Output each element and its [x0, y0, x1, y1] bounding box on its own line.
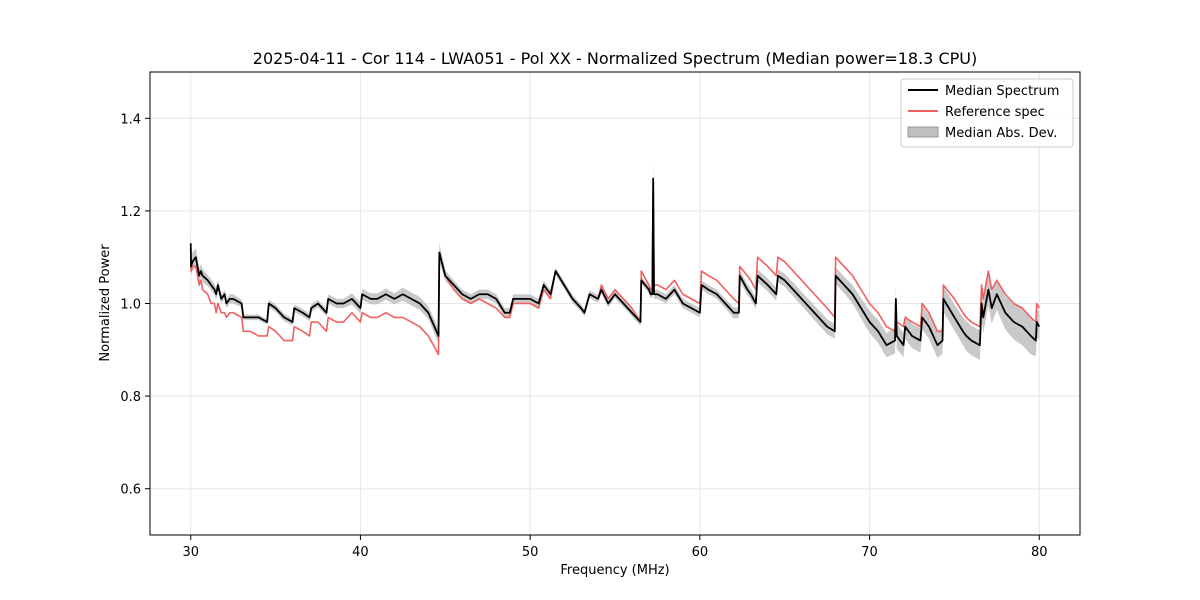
reference-spec-line: [189, 182, 1040, 356]
y-tick-label-1: 0.8: [120, 390, 141, 405]
legend-box: [900, 78, 1074, 148]
x-tick-label-3: 60: [692, 545, 709, 560]
x-tick-label-1: 40: [352, 545, 369, 560]
series-layer: [189, 177, 1041, 356]
median-spectrum-line: [189, 177, 1041, 347]
y-axis-label: Normalized Power: [98, 244, 113, 362]
x-axis-label: Frequency (MHz): [560, 563, 669, 578]
x-tick-label-5: 80: [1031, 545, 1048, 560]
x-tick-label-4: 70: [861, 545, 878, 560]
legend-median-label: Median Spectrum: [945, 84, 1059, 99]
y-axis: 0.6 0.8 1.0 1.2 1.4: [120, 112, 150, 498]
x-tick-label-0: 30: [182, 545, 199, 560]
legend-mad-label: Median Abs. Dev.: [945, 126, 1057, 141]
x-tick-label-2: 50: [522, 545, 539, 560]
legend: Median Spectrum Reference spec Median Ab…: [900, 78, 1074, 148]
legend-reference-label: Reference spec: [945, 105, 1045, 120]
chart-title: 2025-04-11 - Cor 114 - LWA051 - Pol XX -…: [253, 49, 977, 68]
y-tick-label-2: 1.0: [120, 298, 141, 313]
x-axis: 30 40 50 60 70 80: [182, 535, 1048, 560]
legend-mad-swatch: [907, 126, 939, 138]
y-tick-label-4: 1.4: [120, 112, 141, 127]
y-tick-label-0: 0.6: [120, 483, 141, 498]
y-tick-label-3: 1.2: [120, 205, 141, 220]
